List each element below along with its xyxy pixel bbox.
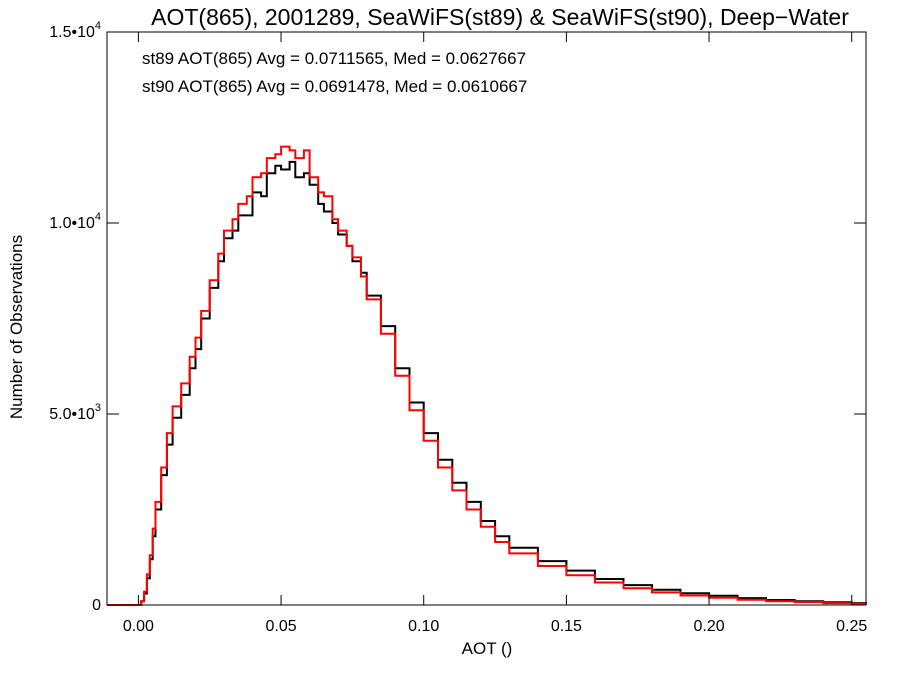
- chart-title: AOT(865), 2001289, SeaWiFS(st89) & SeaWi…: [151, 4, 849, 30]
- x-tick-label-3: 0.15: [551, 618, 582, 635]
- y-tick-label-2: 1.0•104: [49, 211, 101, 232]
- series-line-1: [107, 145, 867, 606]
- x-tick-label-4: 0.20: [693, 618, 724, 635]
- x-axis-label: AOT (): [462, 639, 513, 658]
- annotation-st90: st90 AOT(865) Avg = 0.0691478, Med = 0.0…: [142, 77, 527, 96]
- y-axis-label: Number of Observations: [7, 235, 26, 419]
- plot-area: 0.00 0.05 0.10 0.15 0.20 0.25 0 5.0•103 1.0•104 1…: [49, 20, 867, 635]
- x-tick-label-0: 0.00: [123, 618, 154, 635]
- plot-frame: [106, 31, 867, 606]
- series-line-0: [107, 160, 867, 606]
- x-tick-label-1: 0.05: [265, 618, 296, 635]
- y-tick-label-1: 5.0•103: [49, 402, 101, 423]
- annotation-st89: st89 AOT(865) Avg = 0.0711565, Med = 0.0…: [142, 49, 526, 68]
- x-tick-label-5: 0.25: [836, 618, 867, 635]
- y-tick-label-3: 1.5•104: [49, 20, 101, 41]
- x-tick-label-2: 0.10: [408, 618, 439, 635]
- y-tick-label-0: 0: [92, 597, 101, 614]
